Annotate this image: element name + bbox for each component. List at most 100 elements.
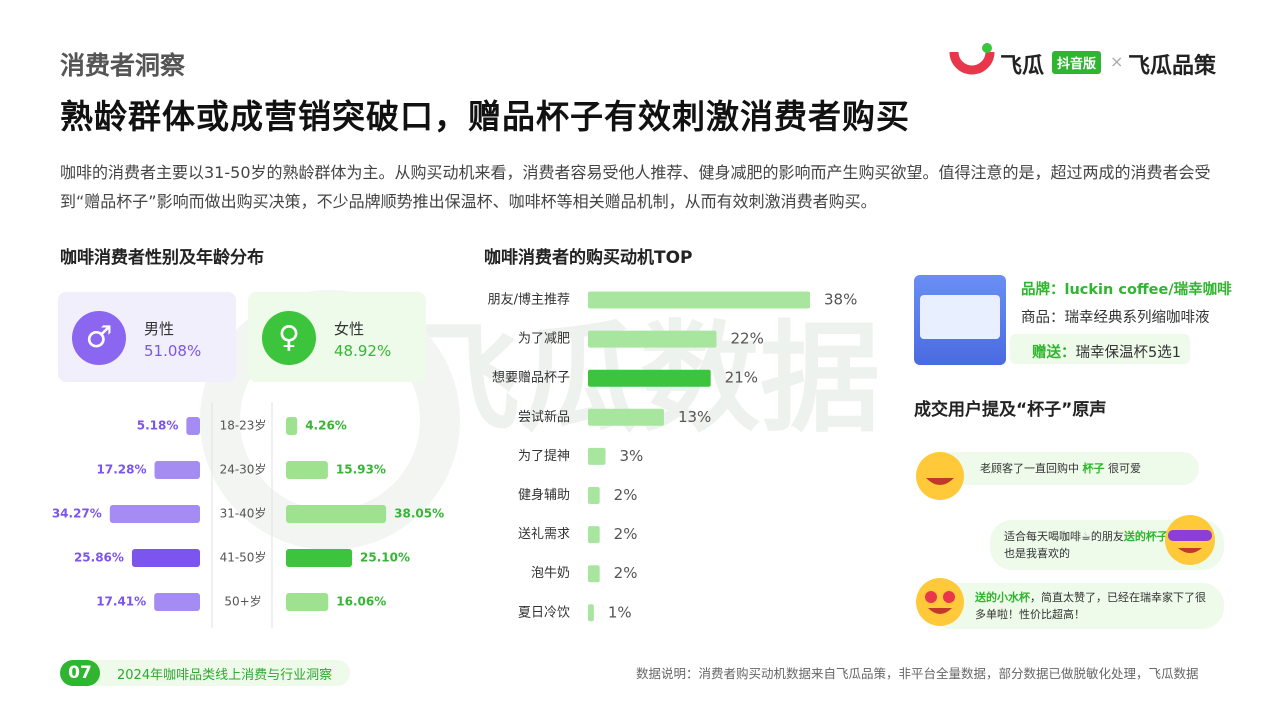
quote-text: 杯子 bbox=[1082, 462, 1105, 475]
bar bbox=[286, 593, 329, 611]
gender-share: 48.92% bbox=[334, 342, 392, 360]
emoji bbox=[1165, 515, 1215, 565]
category-label: 健身辅助 bbox=[518, 487, 570, 503]
chart-title: 咖啡消费者性别及年龄分布 bbox=[60, 248, 264, 268]
category-label: 18-23岁 bbox=[220, 418, 267, 433]
section-label: 消费者洞察 bbox=[60, 51, 186, 80]
bar bbox=[286, 505, 387, 523]
quote-text: 很可爱 bbox=[1104, 462, 1141, 475]
category-label: 尝试新品 bbox=[518, 409, 570, 425]
emoji bbox=[916, 452, 964, 500]
bar bbox=[588, 604, 594, 622]
category-label: 朋友/博主推荐 bbox=[488, 292, 570, 308]
report-name: 2024年咖啡品类线上消费与行业洞察 bbox=[117, 668, 333, 683]
emoji-mouth bbox=[1178, 548, 1202, 553]
product-item: 商品：瑞幸经典系列缩咖啡液 bbox=[1021, 310, 1210, 326]
bar bbox=[588, 369, 711, 387]
quote-text: 送的杯子 bbox=[1123, 530, 1168, 543]
logo-mark bbox=[949, 51, 995, 75]
value-label: 17.28% bbox=[97, 463, 147, 477]
bar bbox=[588, 291, 810, 309]
category-label: 41-50岁 bbox=[220, 550, 267, 565]
category-label: 为了减肥 bbox=[518, 332, 570, 347]
logo-cross: × bbox=[1110, 52, 1124, 71]
legend-label: 男性 bbox=[144, 320, 175, 338]
emoji-eye bbox=[943, 591, 955, 603]
quote-text: 适合每天喝咖啡☕的朋友 bbox=[1004, 530, 1124, 543]
category-label: 24-30岁 bbox=[220, 462, 267, 477]
bar bbox=[588, 330, 717, 348]
value-label: 34.27% bbox=[52, 507, 102, 521]
bar bbox=[154, 593, 200, 611]
value-label: 4.26% bbox=[305, 419, 347, 433]
value-label: 38% bbox=[824, 291, 857, 309]
emoji-mouth bbox=[926, 478, 954, 485]
value-label: 1% bbox=[608, 603, 632, 621]
legend-label: 女性 bbox=[334, 320, 365, 338]
category-label: 泡牛奶 bbox=[531, 566, 570, 581]
bar bbox=[109, 505, 200, 523]
quote-bubble: 送的小水杯，简直太赞了，已经在瑞幸家下了很多单啦！性价比超高！ bbox=[930, 583, 1224, 629]
bar bbox=[588, 447, 606, 465]
quote-bubble: 老顾客了一直回购中 杯子 很可爱 bbox=[930, 452, 1199, 485]
quote-text: 老顾客了一直回购中 bbox=[980, 462, 1083, 475]
product-image bbox=[914, 275, 1006, 365]
bar bbox=[588, 487, 600, 504]
description: 咖啡的消费者主要以31-50岁的熟龄群体为主。从购买动机来看，消费者容易受他人推… bbox=[60, 163, 1211, 211]
value-label: 25.10% bbox=[360, 551, 410, 565]
bar bbox=[131, 549, 200, 567]
quote-text: ，简直太赞了，已经在瑞幸家下了很多单啦！性价比超高！ bbox=[975, 591, 1206, 621]
male-icon: ♂ bbox=[72, 311, 126, 365]
emoji-glasses bbox=[1168, 530, 1212, 541]
gift-text: 瑞幸保温杯5选1 bbox=[1075, 345, 1181, 361]
logo-badge: 抖音版 bbox=[1052, 51, 1102, 74]
category-label: 31-40岁 bbox=[220, 506, 267, 521]
footer-pill bbox=[60, 660, 350, 686]
headline: 熟龄群体或成营销突破口，赠品杯子有效刺激消费者购买 bbox=[60, 97, 910, 136]
gift-pill bbox=[1010, 334, 1190, 364]
value-label: 22% bbox=[731, 330, 764, 348]
logo-brand: 飞瓜 bbox=[1000, 54, 1045, 79]
value-label: 15.93% bbox=[336, 463, 386, 477]
value-label: 16.06% bbox=[336, 595, 386, 609]
value-label: 25.86% bbox=[74, 551, 124, 565]
gender-share: 51.08% bbox=[144, 342, 202, 360]
emoji-face bbox=[916, 452, 964, 500]
chart-title: 咖啡消费者的购买动机TOP bbox=[484, 248, 693, 268]
bar bbox=[286, 461, 328, 479]
page-number: 07 bbox=[60, 660, 100, 686]
emoji-eye bbox=[925, 591, 937, 603]
category-label: 送礼需求 bbox=[518, 526, 570, 542]
bar bbox=[588, 526, 600, 544]
bar bbox=[286, 549, 353, 567]
quotes-title: 成交用户提及“杯子”原声 bbox=[914, 400, 1107, 420]
product-gift: 赠送：瑞幸保温杯5选1 bbox=[1032, 341, 1181, 362]
quote-text: 送的小水杯 bbox=[975, 591, 1030, 604]
bar bbox=[286, 417, 298, 435]
data-note: 数据说明：消费者购买动机数据来自飞瓜品策，非平台全量数据，部分数据已做脱敏化处理… bbox=[636, 666, 1199, 681]
emoji-face bbox=[916, 578, 964, 626]
value-label: 13% bbox=[678, 408, 711, 426]
category-label: 50+岁 bbox=[224, 594, 261, 609]
bar bbox=[588, 565, 600, 583]
category-label: 为了提神 bbox=[518, 448, 570, 464]
value-label: 3% bbox=[620, 447, 644, 465]
gift-label: 赠送： bbox=[1032, 345, 1076, 361]
gender-card: ♀ 女性 48.92% bbox=[248, 292, 426, 382]
product-brand: 品牌：luckin coffee/瑞幸咖啡 bbox=[1021, 282, 1232, 298]
emoji bbox=[916, 578, 964, 626]
logo-dot bbox=[982, 43, 992, 53]
quote-text: 也是我喜欢的 bbox=[1004, 547, 1070, 560]
product-image-inner bbox=[920, 295, 1000, 339]
category-label: 想要赠品杯子 bbox=[492, 370, 570, 386]
category-label: 夏日冷饮 bbox=[518, 605, 570, 620]
value-label: 2% bbox=[614, 486, 638, 504]
emoji-mouth bbox=[928, 608, 952, 614]
gender-card: ♂ 男性 51.08% bbox=[58, 292, 236, 382]
value-label: 2% bbox=[614, 564, 638, 582]
value-label: 17.41% bbox=[96, 595, 146, 609]
value-label: 5.18% bbox=[137, 419, 179, 433]
bar bbox=[588, 408, 664, 426]
